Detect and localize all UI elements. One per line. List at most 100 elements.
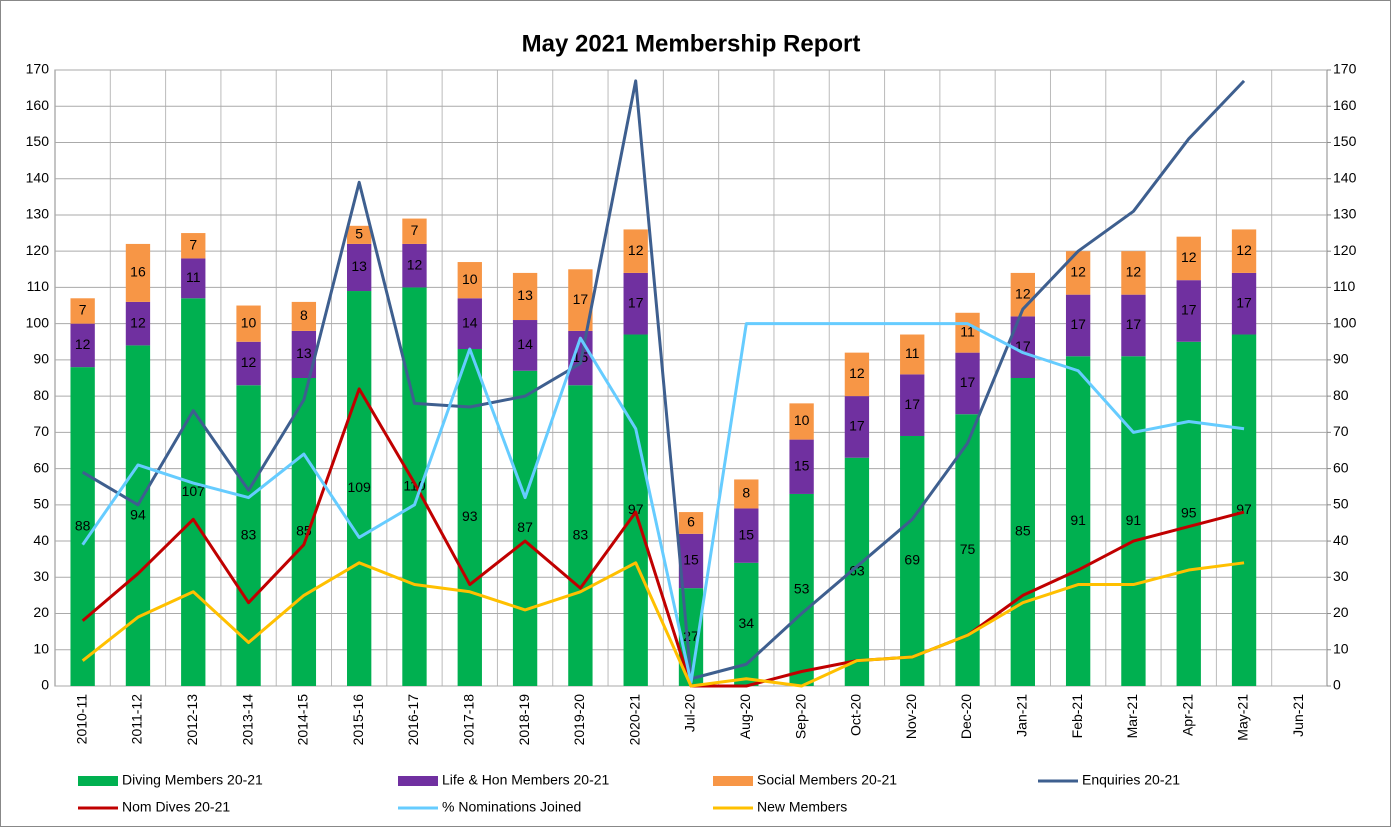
- line-series: [81, 561, 1245, 688]
- y-tick-label: 10: [33, 640, 49, 656]
- data-label: 11: [905, 345, 920, 361]
- data-label: 107: [182, 483, 206, 499]
- bar-segment: [125, 301, 151, 346]
- bar-segment: [844, 396, 870, 458]
- x-tick-label: Jul-20: [682, 694, 698, 732]
- data-label: 7: [189, 236, 197, 252]
- data-label: 10: [241, 314, 257, 330]
- bar-segment: [678, 512, 704, 534]
- y-tick-label: 170: [26, 61, 50, 77]
- bar-segment: [623, 272, 648, 335]
- x-tick-label: May-21: [1235, 694, 1251, 741]
- bar-segment: [1065, 294, 1091, 357]
- y2-tick-label: 40: [1333, 532, 1349, 548]
- bar-segment: [568, 385, 593, 686]
- data-label: 53: [794, 581, 810, 597]
- bar-segment: [70, 323, 95, 368]
- y-tick-label: 60: [33, 459, 49, 475]
- data-label: 88: [75, 517, 91, 533]
- y2-tick-label: 160: [1333, 97, 1357, 113]
- line-series: [81, 322, 1245, 684]
- x-tick-label: Jan-21: [1014, 694, 1030, 737]
- data-label: 17: [904, 396, 920, 412]
- data-label: 75: [960, 541, 976, 557]
- x-tick-label: 2014-15: [295, 694, 311, 746]
- y2-tick-label: 170: [1333, 61, 1357, 77]
- bar-segment: [844, 352, 870, 397]
- bar-segment: [955, 414, 980, 686]
- x-tick-label: Apr-21: [1179, 694, 1195, 736]
- bar-segment: [125, 243, 151, 302]
- bar-segment: [125, 345, 151, 686]
- y-tick-label: 120: [26, 242, 50, 258]
- bar-segment: [1121, 356, 1146, 686]
- data-label: 12: [75, 336, 91, 352]
- data-label: 15: [794, 457, 810, 473]
- x-tick-label: 2020-21: [626, 694, 642, 746]
- data-label: 12: [241, 354, 257, 370]
- bar-segment: [512, 320, 538, 371]
- y2-tick-label: 130: [1333, 206, 1357, 222]
- legend-swatch: [398, 776, 438, 786]
- data-label: 85: [1015, 523, 1031, 539]
- bar-segment: [347, 291, 372, 686]
- bar-segment: [347, 243, 372, 292]
- bar-segment: [291, 378, 317, 686]
- data-label: 17: [1236, 294, 1252, 310]
- data-label: 12: [1015, 285, 1031, 301]
- y2-tick-label: 20: [1333, 604, 1349, 620]
- bar-segment: [70, 298, 95, 324]
- data-label: 6: [687, 514, 695, 530]
- data-label: 16: [130, 264, 146, 280]
- data-label: 17: [1070, 316, 1086, 332]
- bar-segment: [1121, 294, 1146, 357]
- legend-label: Enquiries 20-21: [1082, 772, 1180, 788]
- bar-segment: [1231, 229, 1257, 273]
- data-label: 12: [407, 256, 423, 272]
- x-tick-label: 2017-18: [460, 694, 476, 746]
- bar-segment: [955, 312, 980, 353]
- legend-swatch: [78, 776, 118, 786]
- x-tick-label: Feb-21: [1069, 694, 1085, 739]
- bar-segment: [900, 435, 925, 686]
- bar-segment: [457, 262, 482, 299]
- data-label: 87: [517, 519, 533, 535]
- y-tick-label: 80: [33, 387, 49, 403]
- y-tick-label: 40: [33, 532, 49, 548]
- y2-tick-label: 90: [1333, 351, 1349, 367]
- y2-tick-label: 100: [1333, 314, 1357, 330]
- data-label: 12: [1181, 249, 1197, 265]
- legend-label: New Members: [757, 799, 847, 815]
- x-tick-label: 2012-13: [184, 694, 200, 746]
- y-tick-label: 140: [26, 169, 50, 185]
- bar-segment: [181, 298, 206, 686]
- y-tick-label: 130: [26, 206, 50, 222]
- data-label: 63: [849, 563, 865, 579]
- bar-segment: [1176, 341, 1201, 686]
- data-label: 5: [355, 226, 363, 242]
- bar-segment: [1010, 378, 1035, 686]
- y2-tick-label: 0: [1333, 677, 1341, 693]
- data-label: 15: [739, 526, 755, 542]
- y2-tick-label: 140: [1333, 169, 1357, 185]
- bar-segment: [181, 233, 206, 259]
- data-label: 109: [347, 479, 371, 495]
- legend-swatch: [713, 776, 753, 786]
- x-tick-label: 2018-19: [516, 694, 532, 746]
- data-label: 11: [186, 269, 201, 285]
- legend-label: Nom Dives 20-21: [122, 799, 230, 815]
- bar-segment: [734, 479, 759, 509]
- data-label: 17: [1126, 316, 1142, 332]
- data-label: 91: [1126, 512, 1142, 528]
- bar-segment: [1065, 356, 1091, 686]
- x-tick-label: Sep-20: [792, 694, 808, 739]
- y-tick-label: 50: [33, 496, 49, 512]
- x-tick-label: 2019-20: [571, 694, 587, 746]
- data-label: 8: [300, 307, 308, 323]
- y2-tick-label: 50: [1333, 496, 1349, 512]
- y-tick-label: 0: [41, 677, 49, 693]
- data-label: 93: [462, 508, 478, 524]
- y-tick-label: 70: [33, 423, 49, 439]
- bar-segment: [623, 334, 648, 686]
- data-label: 13: [296, 345, 312, 361]
